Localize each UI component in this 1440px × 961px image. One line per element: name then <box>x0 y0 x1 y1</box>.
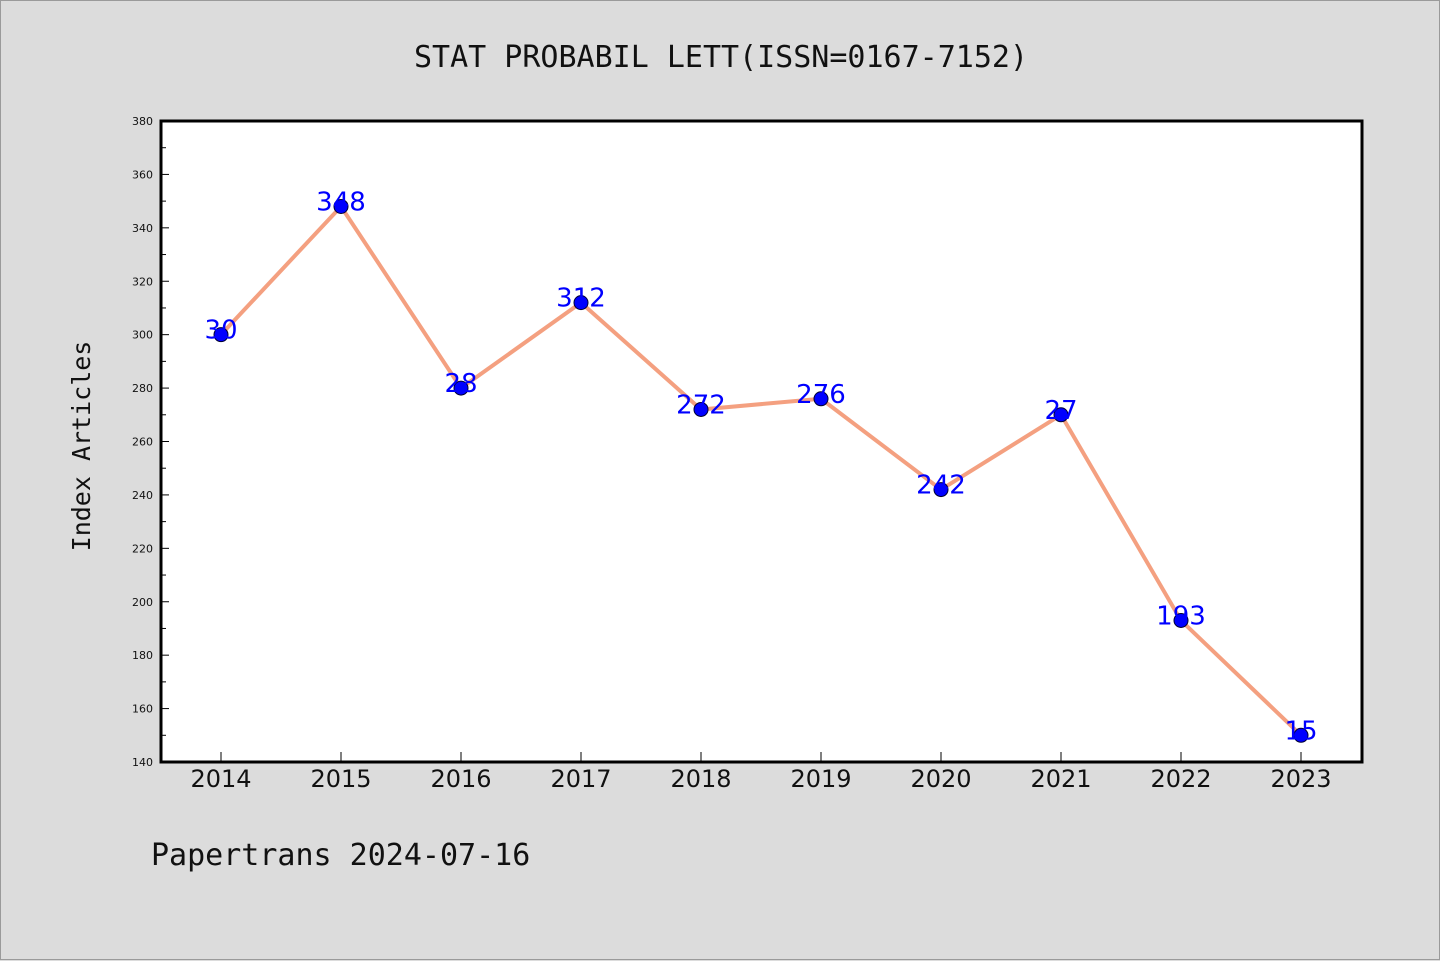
data-label: 193 <box>1156 601 1206 631</box>
data-label: 312 <box>556 284 606 314</box>
x-tick-label: 2019 <box>790 765 851 793</box>
data-point <box>933 482 949 498</box>
x-tick-label: 2017 <box>550 765 611 793</box>
x-tick-label: 2022 <box>1150 765 1211 793</box>
data-point <box>1173 612 1189 628</box>
x-tick-label: 2016 <box>430 765 491 793</box>
y-tick-label: 360 <box>132 168 153 181</box>
data-point <box>573 295 589 311</box>
y-tick-label: 300 <box>132 329 153 342</box>
x-tick-label: 2018 <box>670 765 731 793</box>
y-tick-label: 280 <box>132 382 153 395</box>
data-point <box>1293 727 1309 743</box>
y-tick-label: 340 <box>132 222 153 235</box>
x-tick-label: 2014 <box>190 765 251 793</box>
data-label: 348 <box>316 187 366 217</box>
data-point <box>1053 407 1069 423</box>
data-label: 28 <box>444 369 477 399</box>
y-tick-label: 160 <box>132 703 153 716</box>
data-label: 272 <box>676 390 726 420</box>
y-tick-label: 380 <box>132 115 153 128</box>
chart-title: STAT PROBABIL LETT(ISSN=0167-7152) <box>414 40 1028 75</box>
data-label: 242 <box>916 471 966 501</box>
x-tick-label: 2020 <box>910 765 971 793</box>
y-tick-label: 180 <box>132 649 153 662</box>
footer-text: Papertrans 2024-07-16 <box>151 838 530 873</box>
data-point <box>813 391 829 407</box>
y-tick-label: 260 <box>132 436 153 449</box>
data-point <box>693 401 709 417</box>
data-point <box>333 198 349 214</box>
y-axis-label: Index Articles <box>67 341 96 552</box>
x-tick-label: 2021 <box>1030 765 1091 793</box>
data-point <box>453 380 469 396</box>
y-tick-label: 200 <box>132 596 153 609</box>
x-tick-label: 2023 <box>1270 765 1331 793</box>
data-label: 27 <box>1044 396 1077 426</box>
y-tick-label: 240 <box>132 489 153 502</box>
plot-area <box>159 119 1364 764</box>
x-tick-label: 2015 <box>310 765 371 793</box>
y-tick-label: 140 <box>132 756 153 769</box>
y-tick-label: 220 <box>132 542 153 555</box>
data-point <box>213 327 229 343</box>
y-tick-label: 320 <box>132 275 153 288</box>
x-axis: 2014 2015 2016 2017 2018 2019 2020 2021 2022 2023 <box>190 752 1332 793</box>
data-label: 15 <box>1284 716 1317 746</box>
data-label: 276 <box>796 380 846 410</box>
series-line <box>219 204 1303 737</box>
series-layer: 30 348 28 312 272 276 242 27 193 15 <box>204 187 1317 746</box>
y-axis: 140 160 180 200 220 240 260 280 300 320 340 360 380 <box>132 115 169 769</box>
data-label: 30 <box>204 316 237 346</box>
